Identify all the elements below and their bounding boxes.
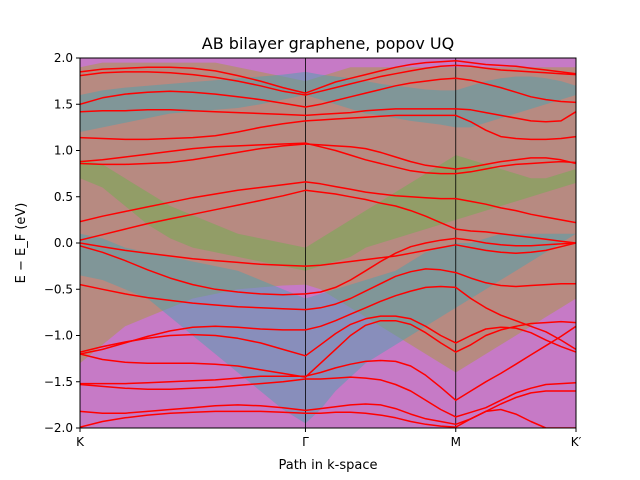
x-tick-label: Γ (302, 435, 309, 449)
band-line-15 (80, 319, 576, 378)
y-axis-label: E − E_F (eV) (14, 203, 29, 284)
high-symmetry-lines (305, 58, 457, 428)
band-line-18 (80, 390, 576, 426)
band-line-17 (80, 376, 576, 418)
band-line-7 (80, 143, 576, 170)
band-line-1 (80, 60, 576, 94)
y-tick-label: 0.5 (54, 190, 73, 204)
y-tick-label: −0.5 (44, 282, 73, 296)
y-tick-label: −2.0 (44, 421, 73, 435)
y-tick-label: 1.0 (54, 144, 73, 158)
band-line-8 (80, 181, 576, 224)
x-axis-ticks: K Γ M K′ (76, 428, 582, 449)
band-line-11 (80, 237, 576, 296)
band-line-13 (80, 285, 576, 355)
x-axis-label: Path in k-space (278, 458, 377, 473)
chart-title: AB bilayer graphene, popov UQ (202, 34, 454, 53)
band-line-12 (80, 268, 576, 311)
uncertainty-fill-4 (80, 155, 576, 271)
y-tick-label: 1.5 (54, 97, 73, 111)
band-line-10 (80, 242, 576, 267)
x-tick-label: M (451, 435, 461, 449)
band-line-2 (80, 64, 576, 96)
band-line-9 (80, 189, 576, 244)
y-tick-label: −1.5 (44, 375, 73, 389)
x-tick-label: K′ (571, 435, 582, 449)
band-line-5 (80, 114, 576, 141)
band-line-14 (80, 315, 576, 357)
y-tick-label: 2.0 (54, 51, 73, 65)
y-tick-label: −1.0 (44, 329, 73, 343)
y-axis-ticks: −2.0 −1.5 −1.0 −0.5 0.0 0.5 1.0 1.5 2.0 (44, 51, 80, 435)
band-line-6 (80, 142, 576, 175)
x-tick-label: K (76, 435, 85, 449)
band-line-4 (80, 108, 576, 123)
band-line-3 (80, 77, 576, 108)
band-line-19 (80, 408, 576, 428)
band-line-16 (80, 325, 576, 402)
y-tick-label: 0.0 (54, 236, 73, 250)
uncertainty-fill-3 (80, 233, 576, 424)
band-lines (80, 60, 576, 428)
plot-area (80, 58, 576, 428)
